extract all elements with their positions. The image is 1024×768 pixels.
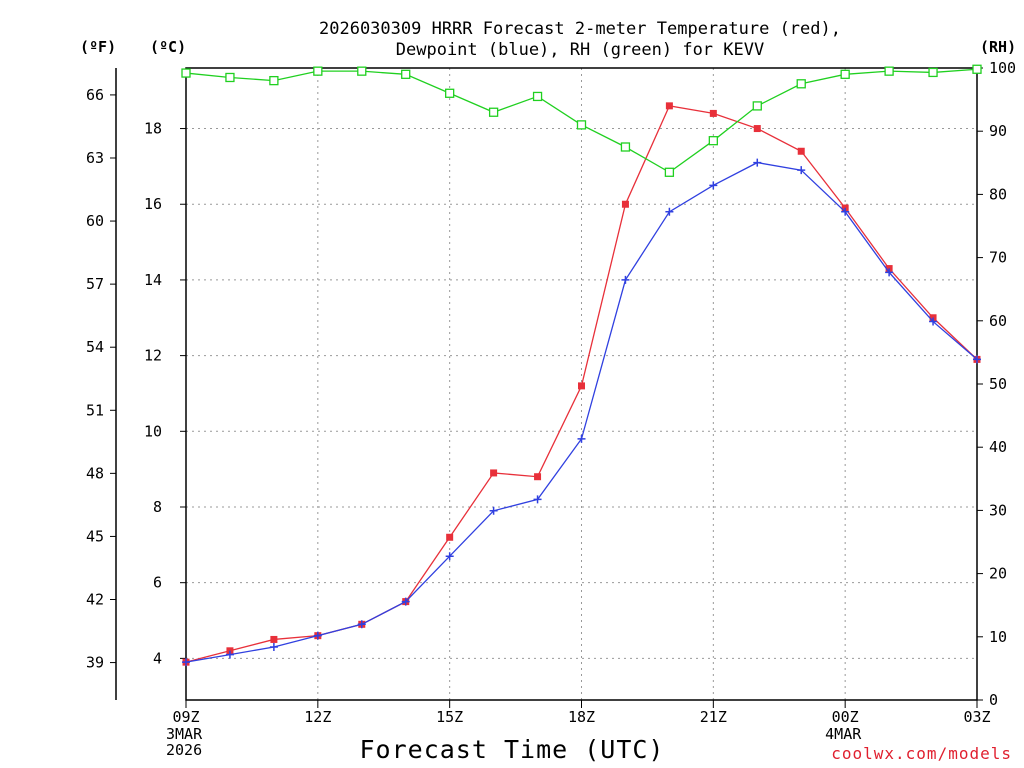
unit-rh-label: (RH) bbox=[980, 38, 1016, 56]
rh-tick-label: 80 bbox=[989, 185, 1007, 203]
rh-point bbox=[269, 75, 279, 86]
temperature-point bbox=[270, 635, 278, 643]
dewpoint-point bbox=[269, 643, 278, 652]
dewpoint-point bbox=[445, 552, 454, 561]
fahrenheit-tick-label: 39 bbox=[86, 654, 104, 672]
dewpoint-point bbox=[533, 495, 542, 504]
x-tick-label: 00Z bbox=[832, 708, 859, 726]
rh-tick-label: 100 bbox=[989, 59, 1016, 77]
temperature-point bbox=[709, 109, 717, 117]
rh-tick-label: 30 bbox=[989, 501, 1007, 519]
celsius-tick-label: 6 bbox=[153, 574, 162, 592]
rh-point bbox=[576, 120, 587, 130]
rh-point bbox=[928, 67, 938, 78]
rh-point bbox=[620, 142, 631, 152]
rh-tick-label: 50 bbox=[989, 375, 1007, 393]
fahrenheit-tick-label: 51 bbox=[86, 401, 104, 419]
rh-point bbox=[488, 107, 499, 117]
rh-point bbox=[445, 88, 455, 98]
rh-point bbox=[708, 136, 718, 146]
fahrenheit-tick-label: 54 bbox=[86, 338, 104, 356]
rh-point bbox=[884, 66, 894, 76]
rh-point bbox=[357, 66, 367, 76]
fahrenheit-tick-label: 45 bbox=[86, 527, 104, 545]
celsius-tick-label: 10 bbox=[144, 422, 162, 440]
x-tick-label: 03Z bbox=[963, 708, 990, 726]
dewpoint-point bbox=[797, 166, 806, 175]
dewpoint-point bbox=[973, 355, 981, 364]
x-tick-date-label: 4MAR bbox=[825, 725, 862, 743]
dewpoint-point bbox=[225, 650, 234, 659]
axes bbox=[110, 67, 983, 708]
credit-text: coolwx.com/models bbox=[831, 744, 1012, 763]
x-tick-label: 12Z bbox=[304, 708, 331, 726]
dewpoint-point bbox=[401, 597, 410, 606]
chart-title-line1: 2026030309 HRRR Forecast 2-meter Tempera… bbox=[319, 19, 841, 39]
celsius-tick-label: 14 bbox=[144, 271, 162, 289]
fahrenheit-tick-label: 57 bbox=[86, 275, 104, 293]
rh-point bbox=[225, 72, 235, 83]
rh-tick-label: 60 bbox=[989, 312, 1007, 330]
rh-point bbox=[752, 101, 762, 111]
temperature-point bbox=[578, 382, 585, 390]
x-tick-date-label: 3MAR bbox=[166, 725, 203, 743]
x-axis-title: Forecast Time (UTC) bbox=[360, 735, 665, 764]
rh-point bbox=[181, 68, 191, 78]
celsius-tick-label: 8 bbox=[153, 498, 162, 516]
fahrenheit-tick-label: 48 bbox=[86, 464, 104, 482]
rh-point bbox=[840, 69, 850, 79]
temperature-point bbox=[446, 533, 454, 541]
fahrenheit-tick-label: 66 bbox=[86, 86, 104, 104]
temperature-point bbox=[797, 147, 805, 155]
x-tick-year-label: 2026 bbox=[166, 741, 202, 759]
unit-celsius-label: (ºC) bbox=[150, 38, 186, 56]
rh-point bbox=[972, 64, 982, 74]
rh-tick-label: 0 bbox=[989, 691, 998, 709]
dewpoint-point bbox=[577, 434, 586, 443]
fahrenheit-tick-label: 60 bbox=[86, 212, 104, 230]
rh-tick-label: 40 bbox=[989, 438, 1007, 456]
x-tick-label: 18Z bbox=[568, 708, 595, 726]
celsius-tick-label: 4 bbox=[153, 649, 162, 667]
dewpoint-point bbox=[182, 658, 190, 667]
fahrenheit-tick-label: 42 bbox=[86, 591, 104, 609]
x-tick-label: 09Z bbox=[172, 708, 199, 726]
temperature-point bbox=[753, 125, 761, 133]
x-tick-label: 21Z bbox=[700, 708, 727, 726]
series-layer bbox=[181, 64, 982, 667]
tick-labels: 4 6 8 10 12 14 16 18 39 42 45 48 51 54 57 60 63 66 0 10 20 30… bbox=[86, 59, 1016, 759]
rh-tick-label: 20 bbox=[989, 565, 1007, 583]
celsius-tick-label: 18 bbox=[144, 120, 162, 138]
unit-fahrenheit-label: (ºF) bbox=[80, 38, 116, 56]
dewpoint-point bbox=[929, 317, 938, 326]
dewpoint-point bbox=[753, 158, 762, 167]
rh-point bbox=[313, 66, 323, 76]
x-tick-label: 15Z bbox=[436, 708, 463, 726]
rh-point bbox=[796, 79, 806, 89]
rh-tick-label: 10 bbox=[989, 628, 1007, 646]
celsius-tick-label: 16 bbox=[144, 195, 162, 213]
temperature-point bbox=[534, 473, 542, 481]
celsius-tick-label: 12 bbox=[144, 347, 162, 365]
dewpoint-point bbox=[709, 181, 718, 190]
temperature-point bbox=[665, 102, 673, 110]
dewpoint-point bbox=[841, 207, 850, 216]
chart-title-line2: Dewpoint (blue), RH (green) for KEVV bbox=[396, 40, 764, 60]
rh-tick-label: 70 bbox=[989, 249, 1007, 267]
temperature-point bbox=[621, 200, 629, 208]
rh-point bbox=[401, 69, 411, 79]
dewpoint-point bbox=[885, 268, 894, 277]
dewpoint-point bbox=[357, 620, 366, 629]
rh-point bbox=[532, 91, 543, 102]
dewpoint-point bbox=[489, 506, 498, 515]
dewpoint-point bbox=[665, 207, 674, 216]
dewpoint-point bbox=[621, 275, 630, 284]
dewpoint-point bbox=[313, 631, 322, 640]
temperature-point bbox=[490, 469, 498, 477]
fahrenheit-tick-label: 63 bbox=[86, 149, 104, 167]
rh-tick-label: 90 bbox=[989, 122, 1007, 140]
rh-point bbox=[664, 167, 675, 177]
